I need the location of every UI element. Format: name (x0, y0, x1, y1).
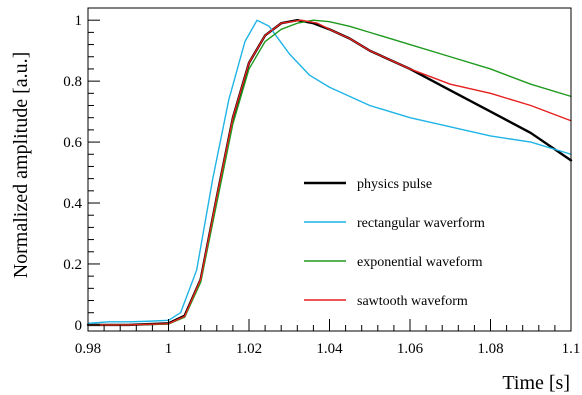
y-tick-label: 0.6 (63, 135, 82, 151)
legend: physics pulse rectangular waverform expone… (304, 177, 485, 309)
legend-label-4: sawtooth waveform (357, 294, 468, 309)
y-tick-label: 0.4 (63, 196, 82, 212)
legend-label-3: exponential waveform (357, 255, 483, 270)
x-tick-label: 1 (165, 341, 173, 357)
y-tick-label: 1 (75, 13, 83, 29)
series-layer (86, 18, 573, 327)
y-tick-label: 0.8 (63, 74, 82, 90)
x-tick-label: 1.1 (562, 341, 581, 357)
y-tick-label: 0.2 (63, 257, 82, 273)
x-tick-label: 1.04 (316, 341, 343, 357)
x-tick-label: 0.98 (75, 341, 101, 357)
legend-label-1: physics pulse (357, 177, 432, 192)
legend-label-2: rectangular waverform (357, 216, 485, 231)
series-line-4 (87, 19, 572, 326)
x-tick-label: 1.02 (236, 341, 262, 357)
x-axis-title: Time [s] (502, 372, 570, 394)
series-line-2 (87, 19, 572, 325)
y-tick-label: 0 (75, 318, 83, 334)
x-tick-label: 1.08 (477, 341, 503, 357)
y-axis-title: Normalized amplitude [a.u.] (10, 52, 32, 279)
axes-layer: 0.98 1 1.02 1.04 1.06 1.08 1.1 0 0.2 0.4 0.6 0.8 1 (63, 7, 581, 357)
x-tick-label: 1.06 (397, 341, 424, 357)
